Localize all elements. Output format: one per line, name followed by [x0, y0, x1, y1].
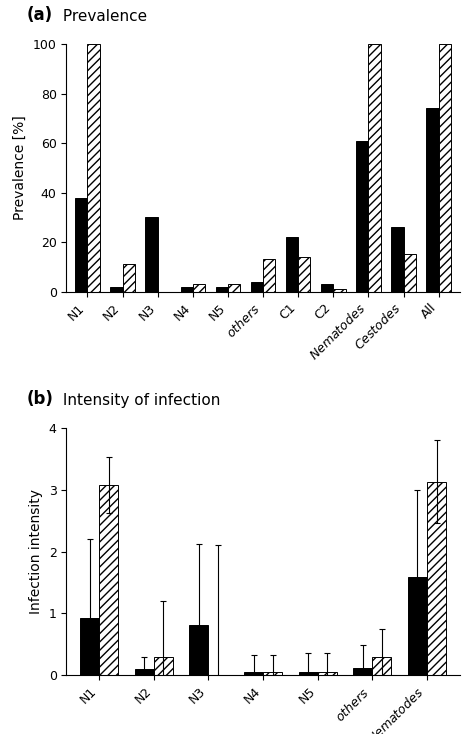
- Y-axis label: Infection intensity: Infection intensity: [29, 489, 43, 614]
- Bar: [321, 284, 333, 291]
- Bar: [391, 228, 403, 291]
- Y-axis label: Prevalence [%]: Prevalence [%]: [13, 115, 27, 220]
- Bar: [244, 672, 263, 675]
- Bar: [333, 289, 346, 291]
- Bar: [353, 669, 373, 675]
- Bar: [251, 282, 263, 291]
- Bar: [146, 217, 158, 291]
- Bar: [408, 578, 427, 675]
- Bar: [286, 237, 298, 291]
- Bar: [193, 284, 205, 291]
- Bar: [299, 672, 318, 675]
- Bar: [318, 672, 337, 675]
- Bar: [263, 672, 282, 675]
- Bar: [154, 657, 173, 675]
- Bar: [368, 44, 381, 291]
- Bar: [373, 657, 392, 675]
- Text: Prevalence: Prevalence: [58, 10, 147, 24]
- Bar: [263, 259, 275, 291]
- Bar: [298, 257, 310, 291]
- Bar: [439, 44, 451, 291]
- Bar: [403, 255, 416, 291]
- Text: (b): (b): [27, 390, 54, 408]
- Bar: [181, 287, 193, 291]
- Bar: [356, 141, 368, 291]
- Bar: [87, 44, 100, 291]
- Bar: [99, 484, 118, 675]
- Bar: [110, 287, 123, 291]
- Bar: [189, 625, 209, 675]
- Bar: [123, 264, 135, 291]
- Text: Intensity of infection: Intensity of infection: [58, 393, 221, 408]
- Bar: [216, 287, 228, 291]
- Bar: [427, 482, 446, 675]
- Bar: [228, 284, 240, 291]
- Bar: [75, 197, 87, 291]
- Bar: [427, 109, 439, 291]
- Bar: [135, 669, 154, 675]
- Bar: [80, 618, 99, 675]
- Text: (a): (a): [27, 6, 53, 24]
